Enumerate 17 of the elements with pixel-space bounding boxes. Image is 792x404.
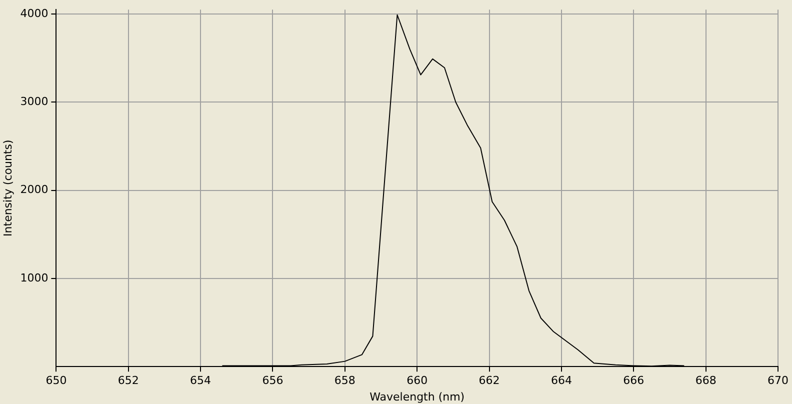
y-tick-label: 2000 [20, 183, 48, 196]
y-tick-label: 3000 [20, 95, 48, 108]
y-tick-label: 1000 [20, 271, 48, 284]
y-tick-label: 4000 [20, 6, 48, 20]
x-tick-label: 650 [46, 374, 67, 388]
x-tick-label: 660 [406, 374, 428, 388]
x-tick-label: 670 [768, 374, 788, 388]
x-tick-label: 668 [695, 374, 716, 388]
x-tick-label: 654 [190, 374, 212, 388]
x-tick-label: 658 [334, 374, 356, 388]
x-tick-label: 652 [118, 374, 139, 388]
x-axis-title: Wavelength (nm) [370, 390, 465, 404]
x-tick-label: 666 [623, 374, 644, 388]
x-tick-label: 662 [478, 374, 500, 388]
y-axis-title: Intensity (counts) [1, 140, 14, 236]
x-tick-label: 656 [262, 374, 284, 388]
x-tick-label: 664 [550, 374, 572, 388]
